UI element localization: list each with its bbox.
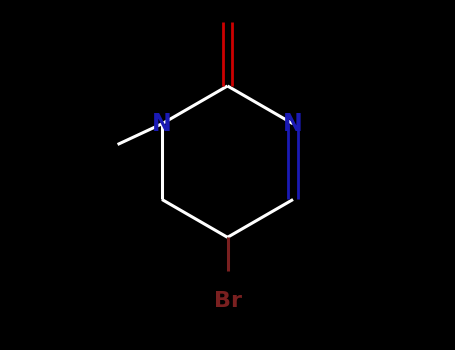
Text: Br: Br [213, 292, 242, 312]
Text: N: N [152, 112, 172, 136]
Text: N: N [283, 112, 303, 136]
